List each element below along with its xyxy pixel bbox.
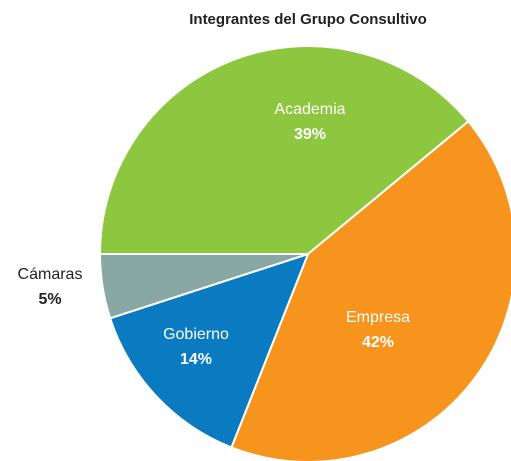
slice-label: Cámaras xyxy=(18,266,83,283)
slice-value-label: 42% xyxy=(362,334,394,351)
pie-slice xyxy=(98,253,309,320)
slice-value-label: 14% xyxy=(180,351,212,368)
slice-label: Academia xyxy=(274,101,345,118)
slice-value-label: 5% xyxy=(38,291,61,308)
pie-slice xyxy=(98,45,470,255)
slice-value-label: 39% xyxy=(294,126,326,143)
slice-label: Gobierno xyxy=(163,326,229,343)
slice-label: Empresa xyxy=(346,309,410,326)
chart-title: Integrantes del Grupo Consultivo xyxy=(189,11,427,28)
pie-slice xyxy=(230,120,511,461)
